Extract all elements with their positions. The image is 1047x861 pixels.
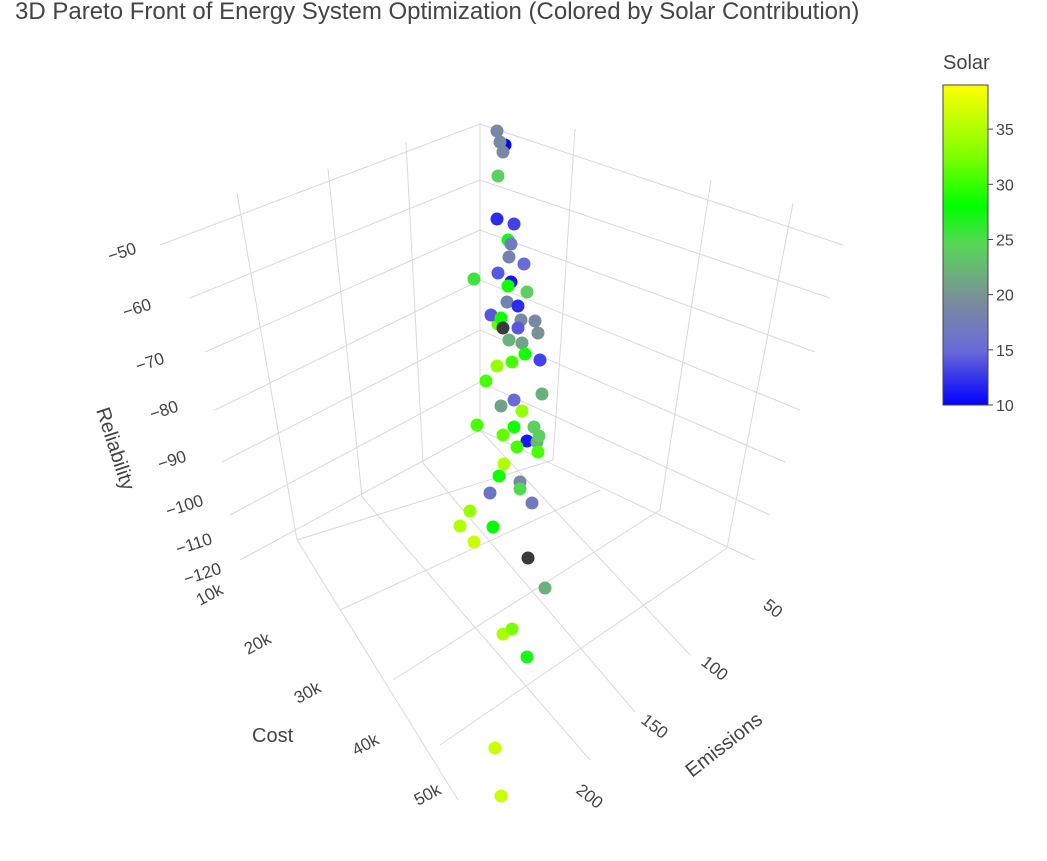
z-tick-label: −60 [120,295,153,322]
scatter-point[interactable] [520,285,534,299]
scatter-point[interactable] [490,124,504,138]
scatter-point[interactable] [490,359,504,373]
colorbar [942,84,989,406]
scatter-point[interactable] [467,535,481,549]
scatter-point[interactable] [520,434,534,448]
scatter-point[interactable] [511,299,525,313]
scatter-point[interactable] [532,429,546,443]
scatter-point[interactable] [496,428,510,442]
scatter-point[interactable] [507,393,521,407]
scatter-point[interactable] [491,266,505,280]
scatter-point[interactable] [507,217,521,231]
scatter-point[interactable] [491,169,505,183]
z-tick-label: −100 [163,491,205,521]
y-tick-label: 150 [638,710,672,742]
scatter-point[interactable] [490,212,504,226]
scatter-point[interactable] [504,237,518,251]
colorbar-tick-label: 10 [996,398,1014,415]
scatter-point[interactable] [531,326,545,340]
z-axis-label: Reliability [91,405,138,493]
highlight-point[interactable] [496,321,510,335]
z-tick-label: −70 [133,349,166,376]
scatter-point[interactable] [502,250,516,264]
x-axis-label: Cost [252,725,294,747]
x-tick-label: 50k [411,780,445,810]
scatter-point[interactable] [507,420,521,434]
scatter-point[interactable] [496,145,510,159]
y-tick-label: 200 [573,780,607,812]
chart-title: 3D Pareto Front of Energy System Optimiz… [15,0,860,25]
x-tick-label: 30k [291,678,325,708]
z-tick-label: −90 [155,447,188,474]
scatter-point[interactable] [492,469,506,483]
scatter-point[interactable] [505,622,519,636]
scatter-point[interactable] [533,353,547,367]
scatter-point[interactable] [484,308,498,322]
colorbar-tick-label: 25 [996,232,1014,249]
scatter-point[interactable] [501,279,515,293]
colorbar-title: Solar [943,52,990,74]
scatter-point[interactable] [511,321,525,335]
scatter-point[interactable] [453,519,467,533]
y-axis-ticks: 50 100 150 200 [573,595,787,812]
scatter-point[interactable] [494,789,508,803]
scatter-point[interactable] [488,741,502,755]
z-tick-label: −50 [105,239,138,266]
scatter-point[interactable] [535,387,549,401]
scatter-point[interactable] [510,440,524,454]
scatter-point[interactable] [467,272,481,286]
scatter-point[interactable] [525,496,539,510]
z-tick-label: −110 [173,529,214,559]
z-tick-label: −80 [147,397,180,424]
scatter-point[interactable] [531,445,545,459]
x-tick-label: 20k [241,629,275,659]
colorbar-tick-label: 30 [996,177,1014,194]
colorbar-tick-label: 15 [996,343,1014,360]
scatter-point[interactable] [463,504,477,518]
highlight-point[interactable] [521,551,535,565]
scatter-point[interactable] [470,418,484,432]
colorbar-ticks: 35 30 25 20 15 10 [988,122,1014,415]
y-axis-label: Emissions [682,708,767,781]
scatter-point[interactable] [493,135,507,149]
scatter-point[interactable] [494,311,508,325]
colorbar-tick-label: 20 [996,288,1014,305]
data-points [453,124,552,803]
scene-grid [159,123,844,801]
colorbar-tick-label: 35 [996,122,1014,139]
scatter-point[interactable] [513,482,527,496]
y-tick-label: 50 [760,595,787,622]
scatter-point[interactable] [538,581,552,595]
scatter-point[interactable] [494,399,508,413]
scatter-point[interactable] [483,486,497,500]
scatter-point[interactable] [505,355,519,369]
scatter-point[interactable] [528,314,542,328]
scatter-point[interactable] [479,374,493,388]
scatter-point[interactable] [515,404,529,418]
scatter-point[interactable] [502,333,516,347]
scatter-point[interactable] [520,650,534,664]
scatter-point[interactable] [500,295,514,309]
scatter-point[interactable] [518,347,532,361]
scatter-point[interactable] [517,257,531,271]
scatter-point[interactable] [515,336,529,350]
y-tick-label: 100 [698,652,732,684]
scatter-point[interactable] [486,520,500,534]
scatter-point[interactable] [497,457,511,471]
x-tick-label: 40k [349,730,383,760]
